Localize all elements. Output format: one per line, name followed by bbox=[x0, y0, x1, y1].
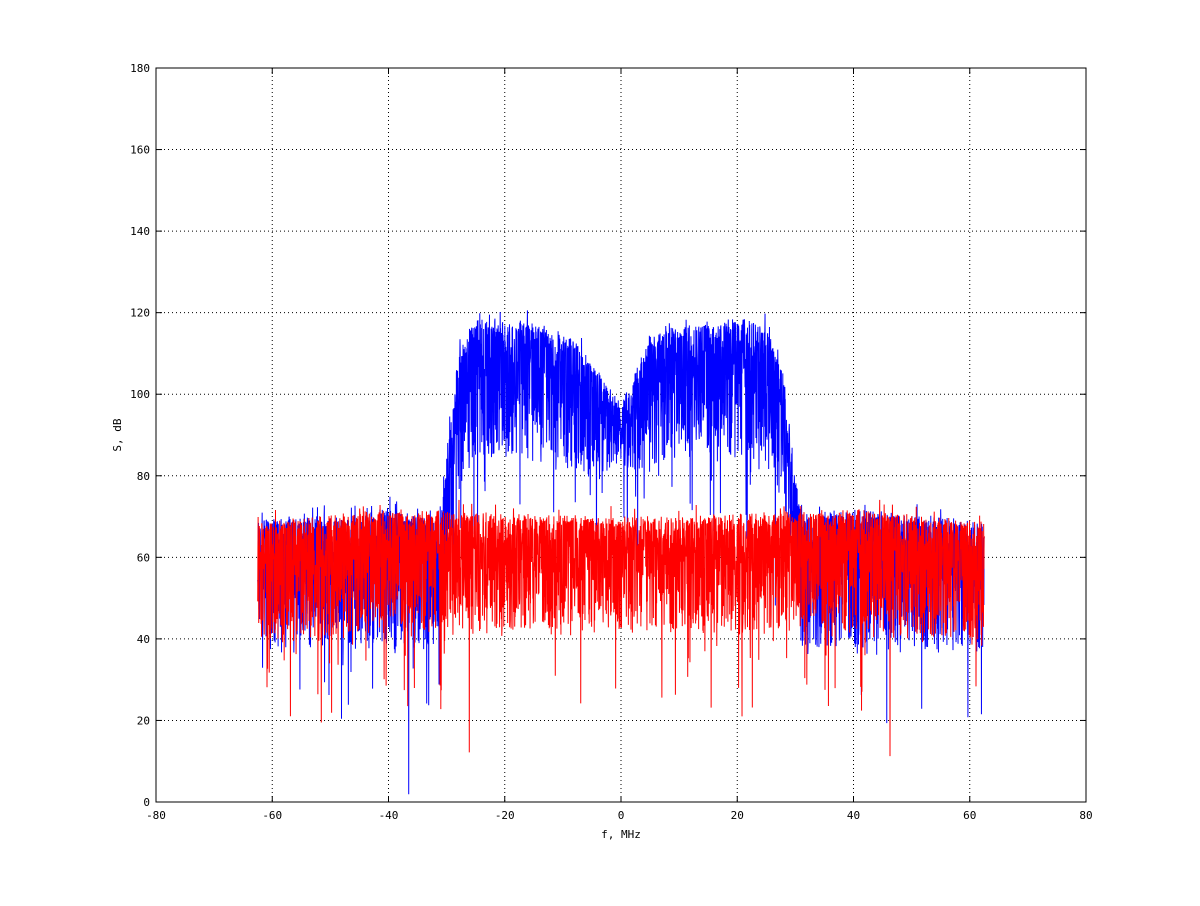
y-tick-label: 160 bbox=[130, 144, 150, 157]
ticks: -80 -60 -40 -20 0 20 40 60 80 0 20 40 60 80 100 120 140 1… bbox=[130, 62, 1093, 822]
y-tick-label: 180 bbox=[130, 62, 150, 75]
y-tick-label: 0 bbox=[143, 796, 150, 809]
y-tick-label: 80 bbox=[137, 470, 150, 483]
x-tick-label: -20 bbox=[495, 809, 515, 822]
series-line-1 bbox=[257, 499, 985, 757]
x-tick-label: -80 bbox=[146, 809, 166, 822]
y-tick-label: 20 bbox=[137, 714, 150, 727]
y-axis-label: S, dB bbox=[111, 418, 124, 451]
x-tick-label: 40 bbox=[847, 809, 860, 822]
y-tick-label: 120 bbox=[130, 307, 150, 320]
y-tick-label: 140 bbox=[130, 225, 150, 238]
x-tick-label: 60 bbox=[963, 809, 976, 822]
x-tick-label: -40 bbox=[379, 809, 399, 822]
x-tick-label: 20 bbox=[731, 809, 744, 822]
x-axis-label: f, MHz bbox=[601, 828, 641, 841]
plot-area bbox=[257, 310, 985, 795]
x-tick-label: -60 bbox=[262, 809, 282, 822]
y-tick-label: 40 bbox=[137, 633, 150, 646]
x-tick-label: 0 bbox=[618, 809, 625, 822]
x-tick-label: 80 bbox=[1079, 809, 1092, 822]
y-tick-label: 100 bbox=[130, 388, 150, 401]
y-tick-label: 60 bbox=[137, 551, 150, 564]
